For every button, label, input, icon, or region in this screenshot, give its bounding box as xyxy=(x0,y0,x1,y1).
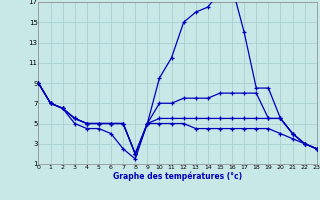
X-axis label: Graphe des températures (°c): Graphe des températures (°c) xyxy=(113,171,242,181)
